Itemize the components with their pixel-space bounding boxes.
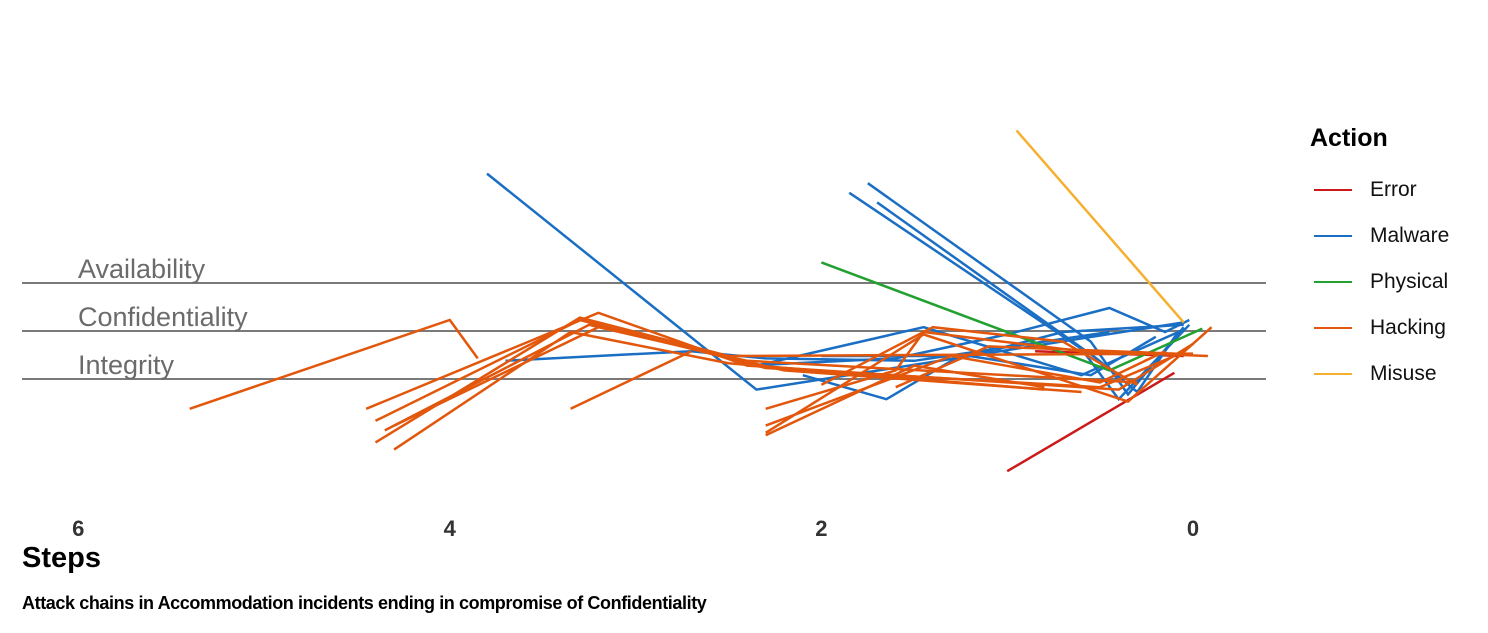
legend-swatch (1314, 188, 1352, 192)
legend-item-hacking: Hacking (1310, 305, 1449, 351)
legend-title: Action (1310, 124, 1388, 152)
legend-label: Misuse (1370, 362, 1437, 385)
x-axis-ticks: 6 4 2 0 (72, 516, 1199, 541)
series-misuse (1015, 129, 1185, 324)
chain-line-malware-3 (867, 182, 1185, 397)
x-tick-label: 0 (1187, 516, 1199, 541)
legend-items: Error Malware Physical Hacking Misuse (1310, 167, 1449, 397)
x-tick-label: 2 (815, 516, 827, 541)
series-hacking (189, 311, 1213, 451)
legend-swatch (1314, 326, 1352, 330)
chain-line-hacking-7 (393, 330, 1045, 451)
chain-line-hacking-8 (570, 350, 692, 410)
chain-line-hacking-5 (393, 325, 1138, 427)
chain-line-hacking-12 (820, 325, 1138, 386)
legend-item-error: Error (1310, 167, 1449, 213)
legend: Action Error Malware Physical Hacking Misuse (1310, 124, 1449, 397)
chain-line-hacking-14 (895, 345, 1175, 389)
legend-label: Physical (1370, 270, 1449, 293)
chain-line-hacking-11 (765, 364, 1045, 437)
x-tick-label: 4 (444, 516, 457, 541)
series-layer (189, 129, 1213, 473)
chart-caption: Attack chains in Accommodation incidents… (22, 593, 707, 613)
chain-line-hacking-6 (374, 316, 1194, 444)
band-label-integrity: Integrity (78, 350, 175, 380)
x-axis-title: Steps (22, 542, 101, 574)
legend-label: Malware (1370, 224, 1450, 247)
legend-swatch (1314, 280, 1352, 284)
legend-item-physical: Physical (1310, 259, 1449, 305)
chain-line-error-1 (1006, 371, 1176, 473)
band-label-confidentiality: Confidentiality (78, 302, 248, 332)
chain-line-misuse-1 (1015, 129, 1185, 324)
chain-line-physical-1 (820, 261, 1203, 372)
legend-item-malware: Malware (1310, 213, 1449, 259)
legend-label: Hacking (1370, 316, 1446, 339)
legend-label: Error (1370, 178, 1417, 201)
x-tick-label: 6 (72, 516, 84, 541)
chain-line-hacking-1 (189, 318, 479, 410)
legend-swatch (1314, 372, 1352, 376)
series-physical (820, 261, 1203, 372)
legend-item-misuse: Misuse (1310, 351, 1449, 397)
chain-line-hacking-13 (765, 350, 1166, 427)
band-label-availability: Availability (78, 254, 206, 284)
legend-swatch (1314, 234, 1352, 238)
